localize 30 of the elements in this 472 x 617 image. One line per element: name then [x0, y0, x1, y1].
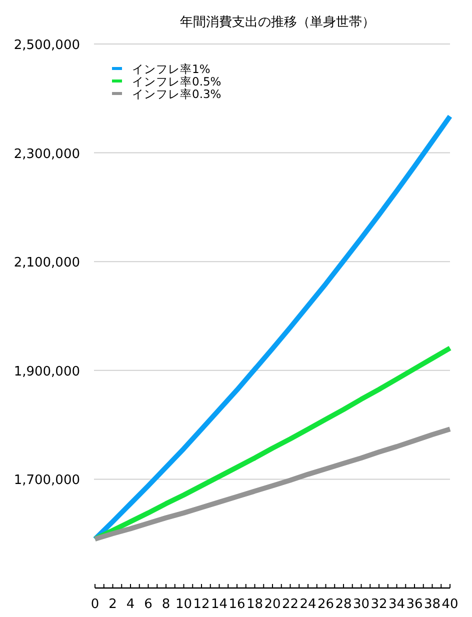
legend-label: インフレ率1%	[132, 62, 210, 76]
x-tick-label: 40	[442, 597, 458, 612]
x-tick-label: 8	[162, 597, 170, 612]
x-tick-label: 24	[300, 597, 316, 612]
x-tick-label: 34	[388, 597, 406, 612]
x-tick-label: 6	[144, 597, 152, 612]
legend-label: インフレ率0.5%	[132, 74, 222, 88]
x-tick-label: 28	[335, 597, 352, 612]
x-tick-label: 2	[108, 597, 117, 612]
x-tick-label: 4	[126, 597, 135, 612]
x-tick-label: 10	[175, 597, 192, 612]
x-tick-label: 38	[424, 597, 441, 612]
x-tick-label: 36	[406, 597, 423, 612]
x-tick-label: 16	[228, 597, 246, 612]
y-tick-label: 2,500,000	[14, 38, 80, 53]
x-tick-label: 26	[317, 597, 334, 612]
x-tick-label: 14	[210, 597, 228, 612]
y-tick-label: 2,300,000	[14, 146, 80, 162]
x-tick-label: 20	[264, 597, 281, 612]
legend-label: インフレ率0.3%	[132, 87, 222, 101]
y-tick-label: 1,700,000	[14, 473, 80, 488]
x-tick-label: 0	[90, 597, 100, 612]
x-tick-label: 32	[370, 597, 388, 612]
y-tick-label: 2,100,000	[14, 256, 80, 271]
chart-title: 年間消費支出の推移（単身世帯）	[180, 15, 375, 30]
y-tick-label: 1,900,000	[14, 364, 80, 380]
x-tick-label: 22	[282, 597, 299, 612]
x-tick-label: 12	[193, 597, 210, 612]
x-tick-label: 30	[352, 597, 370, 612]
x-tick-label: 18	[246, 597, 264, 612]
